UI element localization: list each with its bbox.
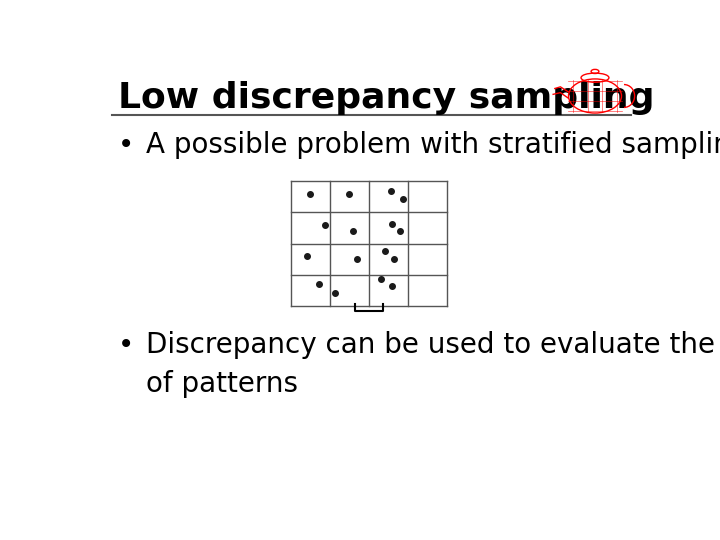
Text: •: • [118, 131, 134, 159]
Text: Low discrepancy sampling: Low discrepancy sampling [118, 82, 654, 116]
Text: •: • [118, 331, 134, 359]
Text: Discrepancy can be used to evaluate the quality
of patterns: Discrepancy can be used to evaluate the … [145, 331, 720, 398]
Text: A possible problem with stratified sampling: A possible problem with stratified sampl… [145, 131, 720, 159]
